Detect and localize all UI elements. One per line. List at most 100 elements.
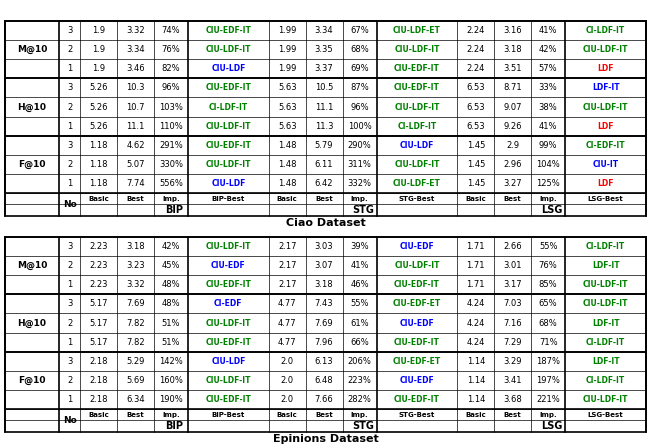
Text: Imp.: Imp.: [539, 195, 557, 202]
Text: CIU-LDF-ET: CIU-LDF-ET: [393, 179, 441, 188]
Text: 100%: 100%: [348, 121, 372, 131]
Bar: [5, 78, 646, 136]
Text: 2: 2: [67, 376, 72, 385]
Text: 330%: 330%: [159, 160, 183, 169]
Text: CIU-LDF-IT: CIU-LDF-IT: [583, 45, 628, 54]
Text: 5.63: 5.63: [278, 121, 296, 131]
Text: 5.26: 5.26: [89, 103, 108, 112]
Text: CIU-LDF-IT: CIU-LDF-IT: [395, 45, 439, 54]
Text: 3.46: 3.46: [126, 64, 145, 73]
Text: 41%: 41%: [350, 261, 368, 270]
Text: 38%: 38%: [539, 103, 557, 112]
Text: LDF: LDF: [598, 121, 614, 131]
Bar: [5, 237, 646, 432]
Text: 5.07: 5.07: [126, 160, 145, 169]
Text: 10.3: 10.3: [126, 83, 145, 92]
Text: 46%: 46%: [350, 280, 369, 289]
Text: 2: 2: [67, 160, 72, 169]
Text: Basic: Basic: [465, 195, 486, 202]
Text: 4.77: 4.77: [278, 319, 296, 327]
Text: 3.23: 3.23: [126, 261, 145, 270]
Text: CI-LDF-IT: CI-LDF-IT: [586, 376, 625, 385]
Text: 2.0: 2.0: [281, 376, 294, 385]
Text: CIU-IT: CIU-IT: [592, 160, 618, 169]
Text: 2: 2: [67, 45, 72, 54]
Text: 48%: 48%: [161, 280, 180, 289]
Text: 11.1: 11.1: [126, 121, 145, 131]
Text: BIP-Best: BIP-Best: [212, 195, 245, 202]
Text: Imp.: Imp.: [539, 412, 557, 418]
Text: 11.3: 11.3: [315, 121, 333, 131]
Bar: [5, 21, 646, 216]
Text: CI-LDF-IT: CI-LDF-IT: [586, 242, 625, 251]
Text: 3.18: 3.18: [315, 280, 333, 289]
Text: 76%: 76%: [539, 261, 557, 270]
Text: 4.77: 4.77: [278, 299, 296, 308]
Text: 2.18: 2.18: [89, 376, 108, 385]
Text: H@10: H@10: [18, 319, 46, 327]
Text: CIU-EDF: CIU-EDF: [400, 319, 434, 327]
Text: 68%: 68%: [350, 45, 369, 54]
Text: CI-EDF-IT: CI-EDF-IT: [586, 141, 626, 150]
Text: 6.42: 6.42: [315, 179, 333, 188]
Text: 1.48: 1.48: [278, 160, 296, 169]
Text: CIU-EDF-IT: CIU-EDF-IT: [206, 395, 251, 404]
Text: CI-LDF-IT: CI-LDF-IT: [209, 103, 248, 112]
Text: 3.29: 3.29: [503, 357, 522, 366]
Text: 2.24: 2.24: [467, 26, 485, 35]
Text: 6.13: 6.13: [315, 357, 333, 366]
Text: 7.96: 7.96: [315, 338, 333, 347]
Text: CIU-LDF-ET: CIU-LDF-ET: [393, 26, 441, 35]
Text: CIU-EDF-ET: CIU-EDF-ET: [393, 357, 441, 366]
Text: 3: 3: [67, 26, 72, 35]
Text: LDF-IT: LDF-IT: [592, 319, 619, 327]
Text: Basic: Basic: [277, 195, 298, 202]
Text: 41%: 41%: [539, 121, 557, 131]
Text: 3.37: 3.37: [314, 64, 333, 73]
Text: CIU-EDF-IT: CIU-EDF-IT: [206, 280, 251, 289]
Text: Imp.: Imp.: [162, 195, 180, 202]
Text: 5.17: 5.17: [89, 338, 108, 347]
Text: 1.45: 1.45: [467, 160, 485, 169]
Text: 42%: 42%: [161, 242, 180, 251]
Text: Basic: Basic: [465, 412, 486, 418]
Text: 5.17: 5.17: [89, 299, 108, 308]
Text: CIU-EDF-IT: CIU-EDF-IT: [206, 83, 251, 92]
Text: 1.45: 1.45: [467, 179, 485, 188]
Text: 51%: 51%: [161, 338, 180, 347]
Text: LDF-IT: LDF-IT: [592, 261, 619, 270]
Text: 1.71: 1.71: [467, 242, 485, 251]
Text: 1.99: 1.99: [278, 64, 296, 73]
Text: 1.99: 1.99: [278, 26, 296, 35]
Text: 2: 2: [67, 319, 72, 327]
Text: CIU-LDF-IT: CIU-LDF-IT: [395, 103, 439, 112]
Text: Best: Best: [504, 412, 521, 418]
Text: Best: Best: [126, 412, 145, 418]
Text: STG: STG: [352, 205, 374, 215]
Text: 9.07: 9.07: [503, 103, 522, 112]
Text: Basic: Basic: [277, 412, 298, 418]
Text: 10.7: 10.7: [126, 103, 145, 112]
Text: 82%: 82%: [161, 64, 180, 73]
Text: 3.07: 3.07: [315, 261, 333, 270]
Text: 33%: 33%: [539, 83, 557, 92]
Text: CIU-EDF: CIU-EDF: [211, 261, 245, 270]
Text: CIU-LDF: CIU-LDF: [400, 141, 434, 150]
Text: Best: Best: [315, 195, 333, 202]
Text: 2.24: 2.24: [467, 64, 485, 73]
Text: 7.69: 7.69: [126, 299, 145, 308]
Text: 2.17: 2.17: [278, 280, 296, 289]
Text: 3: 3: [67, 242, 72, 251]
Text: 3: 3: [67, 357, 72, 366]
Text: 96%: 96%: [350, 103, 369, 112]
Text: CIU-LDF-IT: CIU-LDF-IT: [583, 395, 628, 404]
Text: F@10: F@10: [18, 376, 46, 385]
Text: CIU-LDF-IT: CIU-LDF-IT: [583, 280, 628, 289]
Text: 103%: 103%: [159, 103, 183, 112]
Text: 1.14: 1.14: [467, 395, 485, 404]
Text: 67%: 67%: [350, 26, 369, 35]
Text: 1: 1: [67, 338, 72, 347]
Text: CIU-LDF-IT: CIU-LDF-IT: [206, 319, 251, 327]
Text: 4.77: 4.77: [278, 338, 296, 347]
Bar: [5, 136, 646, 193]
